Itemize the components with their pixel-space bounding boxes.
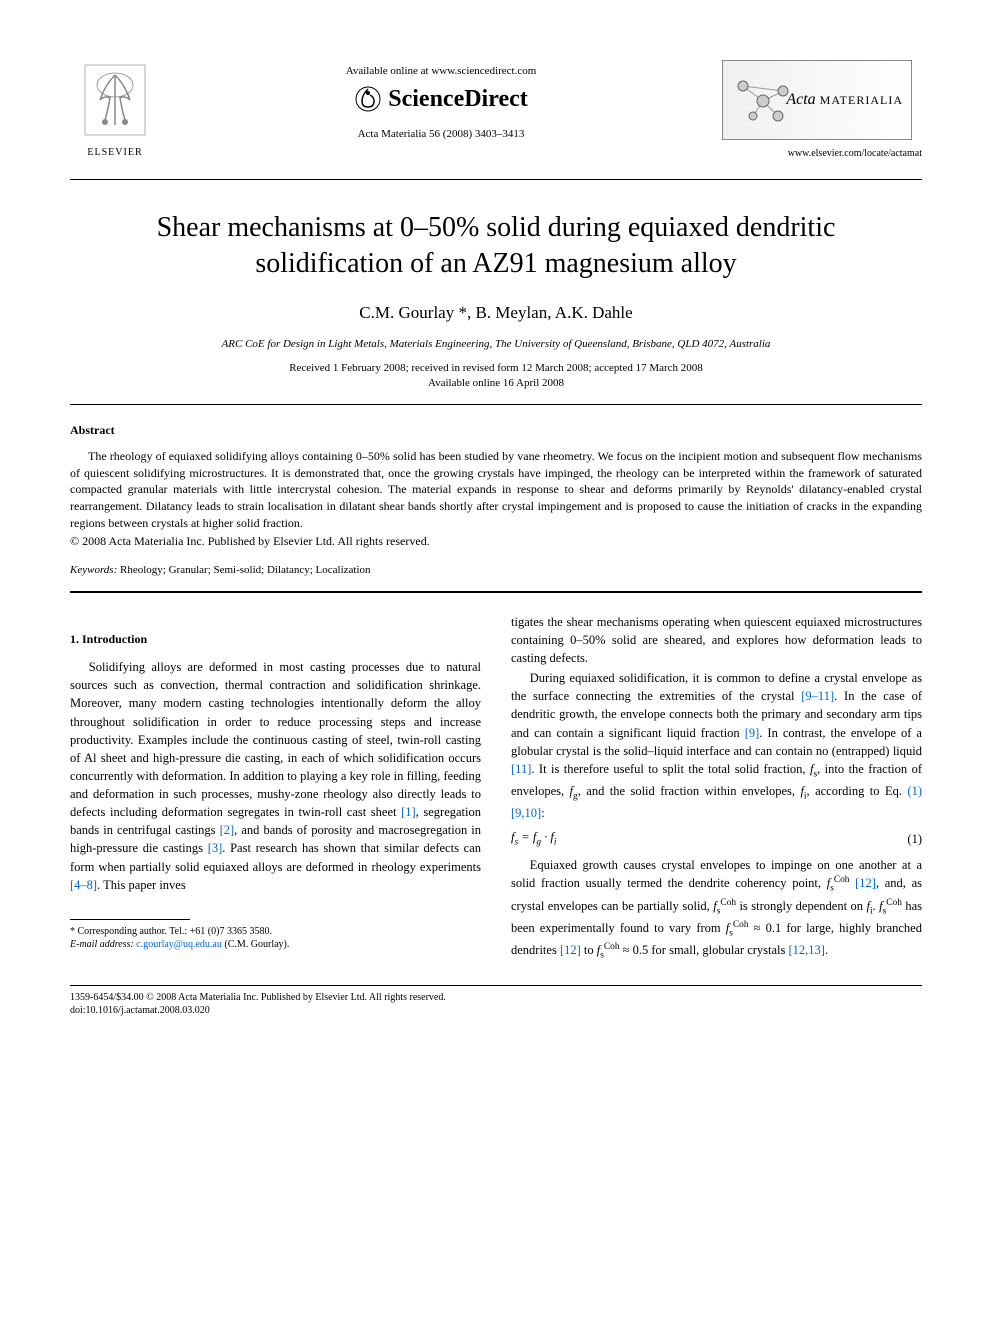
ref-link-4-8[interactable]: [4–8] <box>70 878 97 892</box>
ref-link-12-13[interactable]: [12,13] <box>789 943 825 957</box>
left-column: 1. Introduction Solidifying alloys are d… <box>70 613 481 966</box>
page-header: ELSEVIER Available online at www.science… <box>70 60 922 159</box>
ref-link-12b[interactable]: [12] <box>560 943 581 957</box>
footnote-separator <box>70 919 190 920</box>
elsevier-block: ELSEVIER <box>70 60 160 158</box>
equation-number: (1) <box>907 830 922 848</box>
abstract-heading: Abstract <box>70 423 922 438</box>
journal-reference: Acta Materialia 56 (2008) 3403–3413 <box>160 128 722 140</box>
header-center: Available online at www.sciencedirect.co… <box>160 60 722 140</box>
sciencedirect-icon <box>354 85 382 113</box>
abstract-text: The rheology of equiaxed solidifying all… <box>70 448 922 532</box>
journal-logo-box: Acta MATERIALIA <box>722 60 912 140</box>
intro-paragraph-3: Equiaxed growth causes crystal envelopes… <box>511 856 922 963</box>
elsevier-tree-icon <box>80 60 150 140</box>
article-title: Shear mechanisms at 0–50% solid during e… <box>130 210 862 283</box>
ref-link-2[interactable]: [2] <box>220 823 235 837</box>
email-line: E-mail address: c.gourlay@uq.edu.au (C.M… <box>70 938 481 951</box>
right-column: tigates the shear mechanisms operating w… <box>511 613 922 966</box>
divider <box>70 179 922 180</box>
intro-heading: 1. Introduction <box>70 631 481 648</box>
ref-link-9-11[interactable]: [9–11] <box>801 689 834 703</box>
keywords-text: Rheology; Granular; Semi-solid; Dilatanc… <box>117 564 370 576</box>
affiliation: ARC CoE for Design in Light Metals, Mate… <box>70 338 922 350</box>
sciencedirect-logo: ScienceDirect <box>160 85 722 113</box>
ref-link-9-10[interactable]: [9,10] <box>511 806 541 820</box>
footer-copyright: 1359-6454/$34.00 © 2008 Acta Materialia … <box>70 991 922 1004</box>
footer-separator <box>70 985 922 986</box>
available-online-text: Available online at www.sciencedirect.co… <box>160 65 722 77</box>
ref-link-1[interactable]: [1] <box>401 805 416 819</box>
keywords-line: Keywords: Rheology; Granular; Semi-solid… <box>70 564 922 576</box>
ref-link-3[interactable]: [3] <box>208 841 223 855</box>
footer-doi: doi:10.1016/j.actamat.2008.03.020 <box>70 1004 922 1017</box>
abstract-copyright: © 2008 Acta Materialia Inc. Published by… <box>70 534 922 549</box>
eq-ref-1[interactable]: (1) <box>907 784 922 798</box>
authors: C.M. Gourlay *, B. Meylan, A.K. Dahle <box>70 303 922 323</box>
intro-paragraph-2: During equiaxed solidification, it is co… <box>511 669 922 822</box>
equation-body: fs = fg · fi <box>511 828 556 850</box>
journal-block: Acta MATERIALIA www.elsevier.com/locate/… <box>722 60 922 159</box>
available-date: Available online 16 April 2008 <box>70 377 922 389</box>
ref-link-11[interactable]: [11] <box>511 762 531 776</box>
divider-thick <box>70 591 922 593</box>
email-link[interactable]: c.gourlay@uq.edu.au <box>134 939 222 950</box>
corresponding-author: * Corresponding author. Tel.: +61 (0)7 3… <box>70 925 481 938</box>
intro-paragraph-1-cont: tigates the shear mechanisms operating w… <box>511 613 922 667</box>
email-label: E-mail address: <box>70 939 134 950</box>
intro-paragraph-1: Solidifying alloys are deformed in most … <box>70 658 481 894</box>
equation-1: fs = fg · fi (1) <box>511 828 922 850</box>
divider <box>70 404 922 405</box>
ref-link-12a[interactable]: [12] <box>855 876 876 890</box>
journal-name-caps: MATERIALIA <box>820 93 903 107</box>
received-dates: Received 1 February 2008; received in re… <box>70 362 922 374</box>
acta-network-icon <box>733 76 793 126</box>
body-columns: 1. Introduction Solidifying alloys are d… <box>70 613 922 966</box>
email-suffix: (C.M. Gourlay). <box>222 939 290 950</box>
journal-url: www.elsevier.com/locate/actamat <box>722 148 922 159</box>
sciencedirect-text: ScienceDirect <box>388 86 528 113</box>
ref-link-9[interactable]: [9] <box>745 726 760 740</box>
elsevier-label: ELSEVIER <box>70 147 160 158</box>
keywords-label: Keywords: <box>70 564 117 576</box>
journal-title: Acta MATERIALIA <box>786 91 903 109</box>
